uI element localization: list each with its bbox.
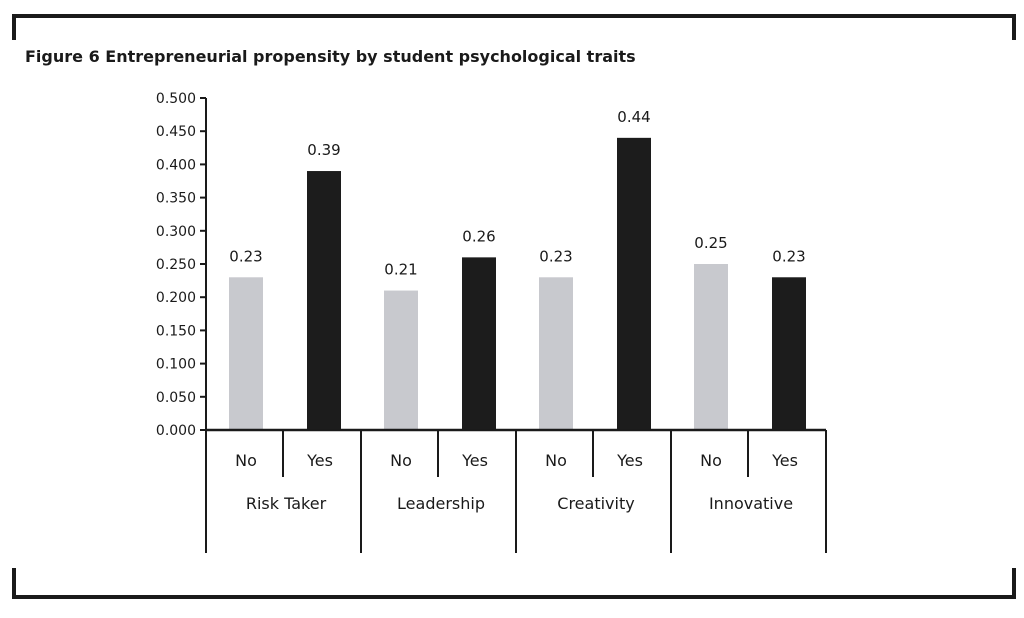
y-axis: 0.000 0.050 0.100 0.150 0.200 0.250 0.300 0.350… [156, 91, 207, 439]
bar-value-label: 0.21 [384, 261, 417, 279]
x-group-label: Innovative [709, 494, 793, 513]
bars: 0.23 0.39 0.21 0.26 0.23 0.44 0.25 0.23 [229, 108, 806, 431]
x-category-label: Yes [616, 451, 643, 470]
y-tick-label: 0.450 [156, 124, 196, 140]
y-tick-label: 0.300 [156, 224, 196, 240]
bar-leadership-no [384, 290, 418, 430]
x-axis: No Yes Risk Taker No Yes Leadership No Yes Creat… [205, 428, 827, 553]
x-group-label: Creativity [557, 494, 634, 513]
x-category-label: No [390, 451, 412, 470]
y-tick-label: 0.050 [156, 390, 196, 406]
bar-value-label: 0.25 [694, 234, 727, 252]
y-tick-label: 0.150 [156, 323, 196, 339]
bar-risk-taker-no [229, 277, 263, 430]
x-category-label: No [700, 451, 722, 470]
bar-value-label: 0.23 [229, 247, 262, 265]
bar-creativity-yes [617, 137, 651, 430]
x-category-label: No [235, 451, 257, 470]
x-group-label: Leadership [397, 494, 485, 513]
y-tick-label: 0.200 [156, 290, 196, 306]
bar-creativity-no [539, 277, 573, 430]
y-tick-label: 0.500 [156, 91, 196, 107]
x-category-label: Yes [306, 451, 333, 470]
bar-leadership-yes [462, 257, 496, 430]
bar-value-label: 0.23 [772, 247, 805, 265]
bar-innovative-no [694, 264, 728, 430]
figure-title: Figure 6 Entrepreneurial propensity by s… [25, 47, 636, 66]
bar-value-label: 0.39 [307, 141, 340, 159]
bar-innovative-yes [772, 277, 806, 430]
x-group-label: Risk Taker [246, 494, 327, 513]
y-tick-label: 0.100 [156, 357, 196, 373]
bar-value-label: 0.44 [617, 108, 650, 126]
frame-bottom-bracket [12, 568, 1016, 599]
bar-value-label: 0.26 [462, 227, 495, 245]
x-category-label: Yes [461, 451, 488, 470]
y-tick-label: 0.400 [156, 157, 196, 173]
x-category-label: Yes [771, 451, 798, 470]
x-category-label: No [545, 451, 567, 470]
bar-risk-taker-yes [307, 171, 341, 431]
y-tick-label: 0.250 [156, 257, 196, 273]
frame-top-bracket [12, 14, 1016, 40]
bar-value-label: 0.23 [539, 247, 572, 265]
y-tick-label: 0.000 [156, 423, 196, 439]
y-tick-label: 0.350 [156, 191, 196, 207]
